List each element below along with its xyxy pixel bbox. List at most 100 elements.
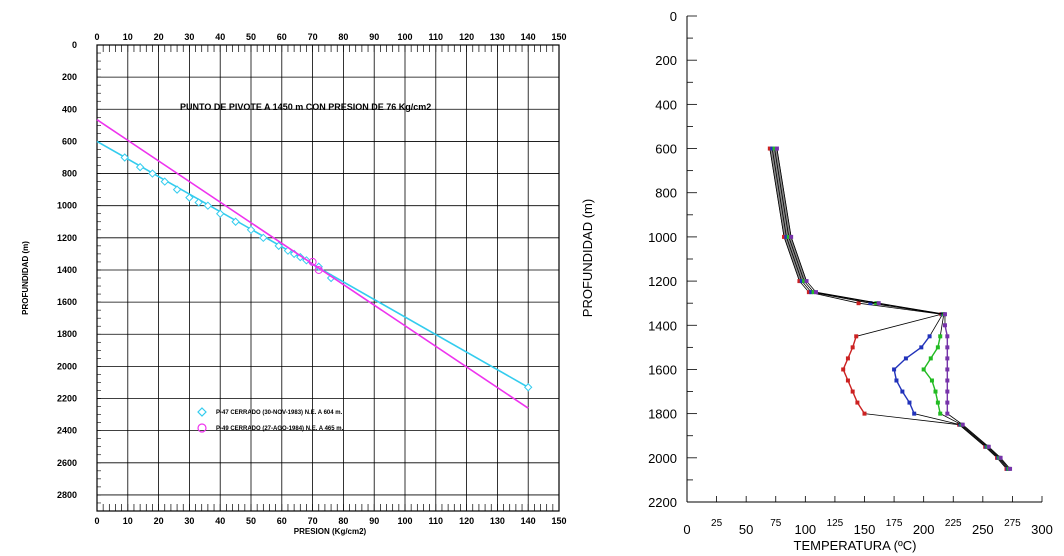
- x-tick-label-top: 120: [459, 32, 474, 42]
- data-point: [148, 169, 157, 178]
- profile-segment: [908, 402, 915, 414]
- x-tick-label: 100: [794, 522, 816, 537]
- profile-segment: [923, 369, 933, 381]
- x-tick-label: 40: [215, 516, 225, 526]
- data-point: [804, 279, 809, 284]
- x-tick-label: 175: [886, 518, 903, 529]
- x-tick-label: 90: [369, 516, 379, 526]
- data-point: [308, 257, 317, 266]
- x-tick-label: 60: [277, 516, 287, 526]
- y-tick-label: 200: [62, 72, 77, 82]
- x-tick-label: 300: [1031, 522, 1053, 537]
- profile-segment: [937, 402, 941, 414]
- y-tick-label: 1400: [57, 265, 77, 275]
- y-tick-label: 400: [62, 104, 77, 114]
- y-tick-label: 800: [655, 186, 677, 201]
- data-point: [811, 290, 816, 295]
- x-tick-label: 50: [739, 522, 753, 537]
- data-point: [774, 146, 779, 151]
- pivot-annotation: PUNTO DE PIVOTE A 1450 m CON PRESION DE …: [180, 102, 431, 112]
- data-point: [802, 279, 807, 284]
- x-tick-label: 225: [945, 518, 962, 529]
- y-tick-label: 1200: [648, 274, 677, 289]
- data-point: [246, 225, 256, 235]
- y-tick-label: 1800: [648, 407, 677, 422]
- x-tick-label-top: 0: [94, 32, 99, 42]
- data-point: [203, 201, 213, 210]
- data-point: [231, 217, 240, 226]
- profile-segment: [847, 380, 854, 392]
- data-point: [772, 146, 777, 151]
- x-tick-label: 20: [154, 516, 164, 526]
- profile-segment: [920, 335, 931, 348]
- x-tick-label: 80: [338, 516, 348, 526]
- data-point: [767, 146, 772, 151]
- data-point: [215, 209, 225, 218]
- profile-segment: [923, 358, 932, 370]
- profile-segment: [931, 380, 937, 392]
- data-point: [876, 301, 881, 306]
- data-point: [185, 193, 194, 202]
- x-tick-label-top: 80: [338, 32, 348, 42]
- data-point: [160, 177, 169, 186]
- x-axis-label: TEMPERATURA (ºC): [794, 538, 917, 553]
- profile-segment: [842, 369, 849, 381]
- profile-segment: [901, 391, 911, 403]
- data-point: [274, 241, 283, 251]
- y-tick-label: 2000: [648, 451, 677, 466]
- x-tick-label-top: 110: [429, 32, 444, 42]
- data-point: [789, 234, 794, 239]
- y-tick-label: 2600: [57, 458, 77, 468]
- x-tick-label-top: 70: [308, 32, 318, 42]
- data-point: [135, 162, 145, 172]
- data-point: [874, 301, 879, 306]
- x-tick-label: 100: [397, 516, 412, 526]
- x-tick-label-top: 30: [184, 32, 194, 42]
- x-tick-label: 150: [854, 522, 876, 537]
- x-tick-label-top: 20: [154, 32, 164, 42]
- y-tick-label: 2200: [648, 495, 677, 510]
- x-axis-label: PRESION (Kg/cm2): [294, 527, 367, 536]
- y-tick-label: 2000: [57, 361, 77, 371]
- y-tick-label: 1000: [648, 230, 677, 245]
- data-point: [326, 273, 336, 283]
- legend-label: P-47 CERRADO (30-NOV-1983) N.E. A 604 m.: [216, 410, 343, 416]
- y-tick-label: 2400: [57, 426, 77, 436]
- x-tick-label-top: 60: [277, 32, 287, 42]
- profile-segment: [893, 357, 907, 370]
- data-point: [960, 422, 965, 427]
- y-tick-label: 1400: [648, 318, 677, 333]
- x-tick-label: 0: [683, 522, 690, 537]
- x-tick-label-top: 100: [397, 32, 412, 42]
- x-tick-label: 125: [827, 518, 844, 529]
- x-tick-label-top: 90: [369, 32, 379, 42]
- profile-segment: [852, 391, 859, 403]
- data-point: [786, 234, 791, 239]
- x-tick-label: 0: [94, 516, 99, 526]
- x-tick-label: 200: [913, 522, 935, 537]
- y-tick-label: 1600: [57, 297, 77, 307]
- profile-segment: [895, 380, 903, 392]
- y-tick-label: 200: [655, 53, 677, 68]
- profile-segment: [893, 369, 898, 381]
- series-line: [96, 119, 529, 409]
- x-tick-label: 275: [1004, 518, 1021, 529]
- y-tick-label: 600: [62, 136, 77, 146]
- x-tick-label: 120: [459, 516, 474, 526]
- legend-label: P-49 CERRADO (27-AGO-1984) N.E. A 465 m.: [216, 426, 344, 432]
- x-tick-label: 30: [184, 516, 194, 526]
- temperature-chart: [686, 15, 1043, 503]
- pressure-chart: [96, 44, 560, 512]
- data-point: [120, 153, 129, 162]
- profile-line: [776, 148, 1011, 470]
- data-point: [523, 383, 533, 392]
- data-point: [1008, 466, 1013, 471]
- y-tick-label: 600: [655, 142, 677, 157]
- x-tick-label: 110: [429, 516, 444, 526]
- y-tick-label: 800: [62, 169, 77, 179]
- x-tick-label-top: 130: [490, 32, 505, 42]
- profile-segment: [930, 346, 939, 359]
- data-point: [868, 301, 873, 306]
- y-tick-label: 0: [670, 9, 677, 24]
- y-tick-label: 2800: [57, 490, 77, 500]
